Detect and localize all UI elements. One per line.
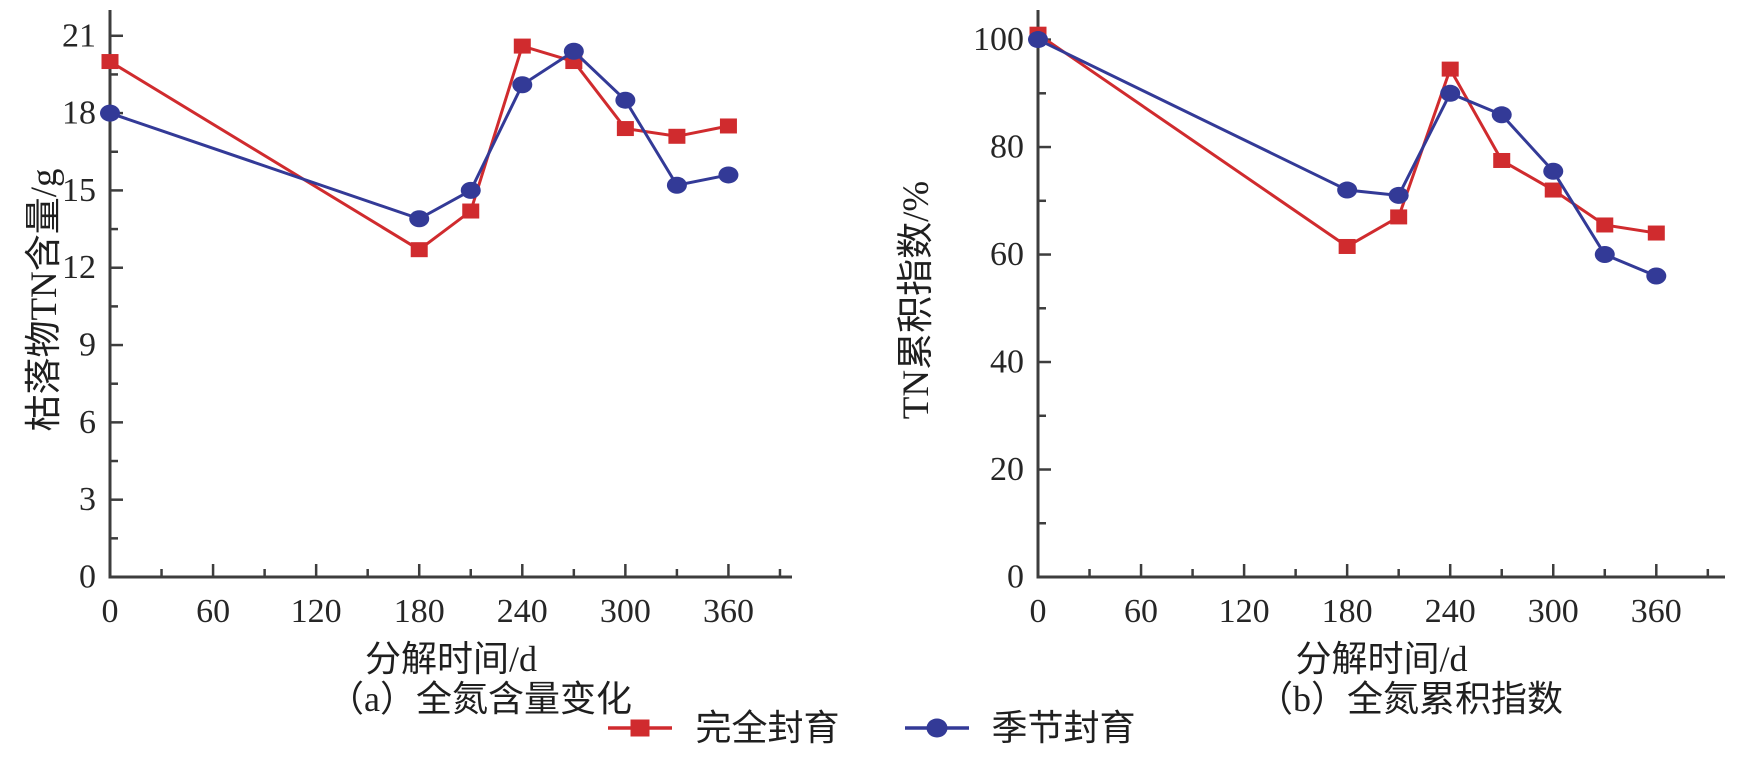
chart-a-x-axis-label: 分解时间/d [364, 639, 537, 679]
data-point-marker [666, 176, 687, 194]
series-line [109, 44, 729, 252]
x-tick-label: 60 [1124, 593, 1158, 630]
x-tick-label: 0 [1030, 593, 1047, 630]
x-tick-label: 60 [196, 593, 230, 630]
data-point-marker [409, 210, 430, 228]
data-point-marker [718, 166, 739, 184]
data-point-marker [1594, 246, 1615, 264]
data-point-marker [1441, 61, 1459, 77]
data-point-marker [513, 38, 531, 54]
x-tick-label: 300 [600, 593, 651, 630]
x-tick-label: 360 [703, 593, 754, 630]
data-point-marker [410, 242, 428, 258]
y-tick-label: 3 [79, 481, 96, 518]
data-point-marker [1596, 217, 1614, 233]
chart-b-y-axis-label: TN累积指数/% [896, 180, 937, 420]
y-tick-label: 6 [79, 404, 96, 441]
legend-label: 完全封育 [695, 708, 840, 748]
data-point-marker [101, 54, 119, 70]
data-point-marker [1646, 267, 1667, 285]
data-point-marker [616, 121, 634, 137]
legend: 完全封育 季节封育 [0, 710, 1743, 746]
legend-item: 季节封育 [904, 710, 1136, 746]
data-point-marker [462, 203, 480, 219]
data-point-marker [1390, 209, 1408, 225]
legend-marker-shape [926, 718, 947, 738]
chart-a-y-axis-label: 枯落物TN含量/g [24, 168, 65, 432]
data-point-marker [1338, 238, 1356, 254]
y-tick-label: 0 [1007, 559, 1024, 596]
data-point-marker [1493, 152, 1511, 168]
legend-label: 季节封育 [991, 708, 1136, 748]
data-point-marker [512, 76, 533, 94]
legend-marker-circle [904, 718, 969, 738]
data-point-marker [1028, 31, 1048, 49]
y-tick-label: 80 [990, 129, 1024, 166]
y-tick-label: 20 [990, 451, 1024, 488]
data-point-marker [460, 181, 481, 199]
data-point-marker [615, 91, 636, 109]
x-tick-label: 0 [102, 593, 119, 630]
y-tick-label: 12 [62, 249, 96, 286]
series-line [109, 49, 729, 221]
series-line [1037, 32, 1657, 249]
data-point-marker [1544, 182, 1562, 198]
legend-marker-shape [630, 719, 650, 737]
data-point-marker [1543, 162, 1564, 180]
x-tick-label: 240 [497, 593, 548, 630]
data-point-marker [1388, 186, 1409, 204]
data-point-marker [1440, 84, 1461, 102]
y-tick-label: 100 [973, 21, 1024, 58]
chart-b-x-axis-label: 分解时间/d [1295, 639, 1468, 679]
chart-panel-a: 0 60 120 180 240 300 360 0 3 6 9 12 15 18 21 [62, 10, 792, 630]
chart-b-caption: （b）全氮累积指数 [1256, 679, 1563, 719]
y-tick-label: 15 [62, 172, 96, 209]
chart-panel-b: 0 60 120 180 240 300 360 0 20 40 60 80 100 [973, 10, 1725, 630]
x-tick-label: 180 [1322, 593, 1373, 630]
y-tick-label: 40 [990, 344, 1024, 381]
x-tick-label: 120 [291, 593, 342, 630]
chart-a-caption: （a）全氮含量变化 [328, 679, 632, 719]
legend-item: 完全封育 [607, 708, 840, 748]
data-point-marker [1491, 106, 1512, 124]
data-point-marker [100, 104, 120, 122]
data-point-marker [1337, 181, 1358, 199]
x-tick-label: 180 [394, 593, 445, 630]
legend-marker-square [608, 719, 673, 737]
x-tick-label: 360 [1631, 593, 1682, 630]
y-tick-label: 21 [62, 17, 96, 54]
y-tick-label: 0 [79, 559, 96, 596]
y-tick-label: 9 [79, 327, 96, 364]
data-point-marker [563, 42, 584, 60]
data-point-marker [668, 128, 686, 144]
x-tick-label: 240 [1425, 593, 1476, 630]
y-tick-label: 60 [990, 236, 1024, 273]
x-tick-label: 300 [1528, 593, 1579, 630]
x-tick-label: 120 [1219, 593, 1270, 630]
data-point-marker [719, 118, 737, 134]
data-point-marker [1647, 225, 1665, 241]
y-tick-label: 18 [62, 95, 96, 132]
